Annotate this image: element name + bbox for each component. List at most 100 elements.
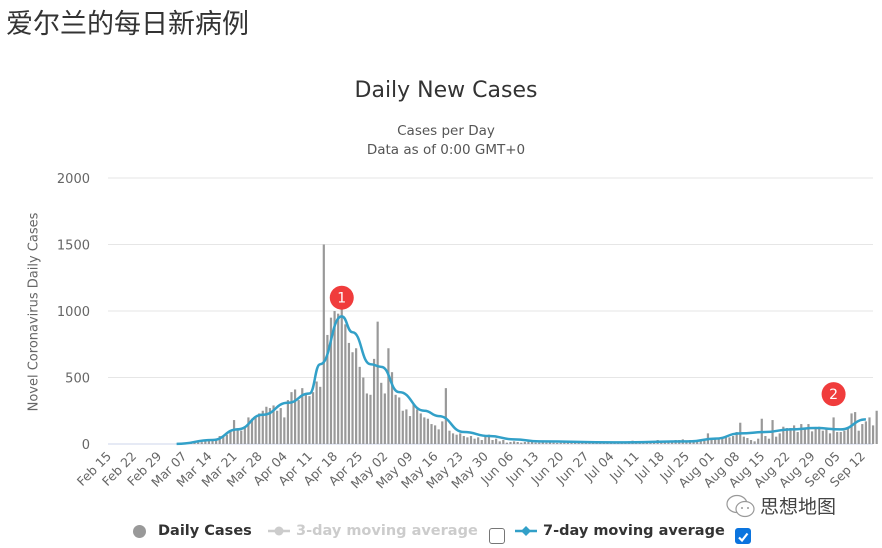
bar[interactable] — [294, 389, 296, 444]
bar[interactable] — [283, 417, 285, 444]
bar[interactable] — [377, 322, 379, 444]
bar[interactable] — [373, 359, 375, 444]
bar[interactable] — [351, 352, 353, 444]
bar[interactable] — [456, 435, 458, 444]
bar[interactable] — [843, 431, 845, 444]
bar[interactable] — [459, 433, 461, 444]
bar[interactable] — [825, 429, 827, 444]
bar[interactable] — [710, 440, 712, 444]
bar[interactable] — [847, 428, 849, 444]
bar[interactable] — [556, 443, 558, 444]
bar[interactable] — [265, 407, 267, 444]
bar[interactable] — [499, 441, 501, 444]
bar[interactable] — [840, 432, 842, 444]
bar[interactable] — [323, 245, 325, 445]
bar[interactable] — [754, 441, 756, 444]
bar[interactable] — [355, 348, 357, 444]
bar[interactable] — [865, 421, 867, 444]
bar[interactable] — [201, 442, 203, 444]
bar[interactable] — [258, 413, 260, 444]
bar[interactable] — [312, 392, 314, 444]
bar[interactable] — [779, 433, 781, 444]
bar[interactable] — [832, 417, 834, 444]
bar[interactable] — [423, 417, 425, 444]
bar[interactable] — [441, 421, 443, 444]
bar[interactable] — [502, 440, 504, 444]
bar[interactable] — [412, 404, 414, 444]
bar[interactable] — [398, 397, 400, 444]
bar[interactable] — [402, 411, 404, 444]
legend-item-daily-cases[interactable]: Daily Cases — [133, 523, 252, 539]
bar[interactable] — [861, 424, 863, 444]
bar[interactable] — [255, 416, 257, 444]
bar[interactable] — [768, 439, 770, 444]
7day-average-checkbox[interactable] — [735, 528, 751, 544]
bar[interactable] — [416, 409, 418, 444]
bar[interactable] — [484, 436, 486, 444]
bar[interactable] — [836, 432, 838, 444]
bar[interactable] — [359, 367, 361, 444]
bar[interactable] — [366, 393, 368, 444]
bar[interactable] — [387, 348, 389, 444]
bar[interactable] — [850, 413, 852, 444]
bar[interactable] — [448, 431, 450, 444]
bar[interactable] — [520, 443, 522, 444]
bar[interactable] — [549, 442, 551, 444]
bar[interactable] — [703, 441, 705, 444]
bar[interactable] — [800, 424, 802, 444]
bar[interactable] — [463, 436, 465, 444]
legend-item-3day-average[interactable]: 3-day moving average — [268, 523, 478, 539]
bar[interactable] — [316, 381, 318, 444]
bar[interactable] — [491, 440, 493, 444]
bar[interactable] — [395, 395, 397, 444]
bar[interactable] — [477, 437, 479, 444]
bar[interactable] — [775, 437, 777, 444]
bar[interactable] — [535, 443, 537, 444]
bar[interactable] — [466, 437, 468, 444]
bar[interactable] — [868, 417, 870, 444]
bar[interactable] — [764, 436, 766, 444]
bar[interactable] — [524, 442, 526, 444]
bar[interactable] — [438, 429, 440, 444]
bar[interactable] — [481, 440, 483, 444]
bar[interactable] — [811, 431, 813, 444]
bar[interactable] — [743, 437, 745, 444]
bar[interactable] — [445, 388, 447, 444]
bar[interactable] — [276, 411, 278, 444]
bar[interactable] — [405, 409, 407, 444]
bar[interactable] — [509, 442, 511, 444]
bar[interactable] — [757, 439, 759, 444]
bar[interactable] — [240, 431, 242, 444]
bar[interactable] — [226, 435, 228, 444]
bar[interactable] — [305, 393, 307, 444]
bar[interactable] — [430, 424, 432, 444]
bar[interactable] — [538, 443, 540, 444]
bar[interactable] — [287, 400, 289, 444]
bar[interactable] — [290, 392, 292, 444]
bar[interactable] — [197, 443, 199, 444]
bar[interactable] — [854, 412, 856, 444]
bar[interactable] — [280, 408, 282, 444]
bar[interactable] — [746, 438, 748, 444]
bar[interactable] — [380, 383, 382, 444]
legend-item-7day-average[interactable]: 7-day moving average — [515, 523, 725, 539]
bar[interactable] — [341, 303, 343, 444]
bar[interactable] — [560, 443, 562, 444]
bar[interactable] — [298, 400, 300, 444]
bar[interactable] — [750, 440, 752, 444]
bar[interactable] — [495, 439, 497, 444]
bar[interactable] — [815, 428, 817, 444]
bar[interactable] — [876, 411, 878, 444]
bar[interactable] — [337, 314, 339, 444]
bar[interactable] — [470, 436, 472, 444]
bar[interactable] — [728, 437, 730, 444]
bar[interactable] — [369, 395, 371, 444]
bar[interactable] — [506, 443, 508, 444]
bar[interactable] — [427, 419, 429, 444]
bar[interactable] — [420, 413, 422, 444]
bar[interactable] — [513, 441, 515, 444]
bar[interactable] — [872, 425, 874, 444]
bar[interactable] — [204, 441, 206, 444]
bar[interactable] — [233, 420, 235, 444]
bar[interactable] — [858, 431, 860, 444]
